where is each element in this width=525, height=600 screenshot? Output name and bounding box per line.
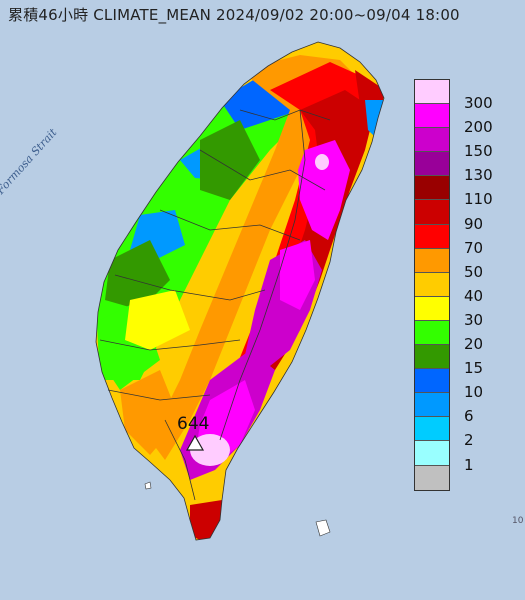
map-title: 累積46小時 CLIMATE_MEAN 2024/09/02 20:00~09/…: [8, 6, 460, 24]
legend-swatch: [415, 369, 449, 394]
legend-swatch: [415, 345, 449, 370]
legend-label: 70: [464, 238, 484, 257]
legend-label: 110: [464, 190, 493, 209]
legend-label: 50: [464, 262, 484, 281]
legend-label: 150: [464, 142, 493, 161]
legend-label: 2: [464, 431, 474, 450]
legend-swatch: [415, 417, 449, 442]
legend-swatch: [415, 80, 449, 105]
legend-swatch: [415, 224, 449, 249]
legend-label: 10: [464, 383, 484, 402]
legend-swatch: [415, 200, 449, 225]
legend-label: 200: [464, 118, 493, 137]
legend-label: 30: [464, 310, 484, 329]
legend-swatch: [415, 272, 449, 297]
legend-swatch: [415, 441, 449, 466]
legend-label: 130: [464, 166, 493, 185]
legend-label: 300: [464, 94, 493, 112]
legend-label: 90: [464, 214, 484, 233]
legend-label: 15: [464, 359, 484, 378]
ocean-tag: 10: [512, 516, 524, 526]
legend-swatch: [415, 104, 449, 129]
max-rainfall-label: 644: [177, 414, 210, 434]
legend-swatch: [415, 296, 449, 321]
legend-label: 6: [464, 407, 474, 426]
legend-swatch: [415, 176, 449, 201]
legend-swatch: [415, 128, 449, 153]
legend-swatch: [415, 248, 449, 273]
legend-swatch: [415, 465, 449, 490]
legend-swatch: [415, 152, 449, 177]
legend-label: 1: [464, 455, 474, 474]
legend-label: 20: [464, 335, 484, 353]
legend-swatch: [415, 393, 449, 418]
triangle-marker-icon: [185, 434, 205, 451]
legend-label: 40: [464, 286, 484, 305]
legend-swatch: [415, 320, 449, 346]
rainfall-legend: [414, 79, 450, 491]
